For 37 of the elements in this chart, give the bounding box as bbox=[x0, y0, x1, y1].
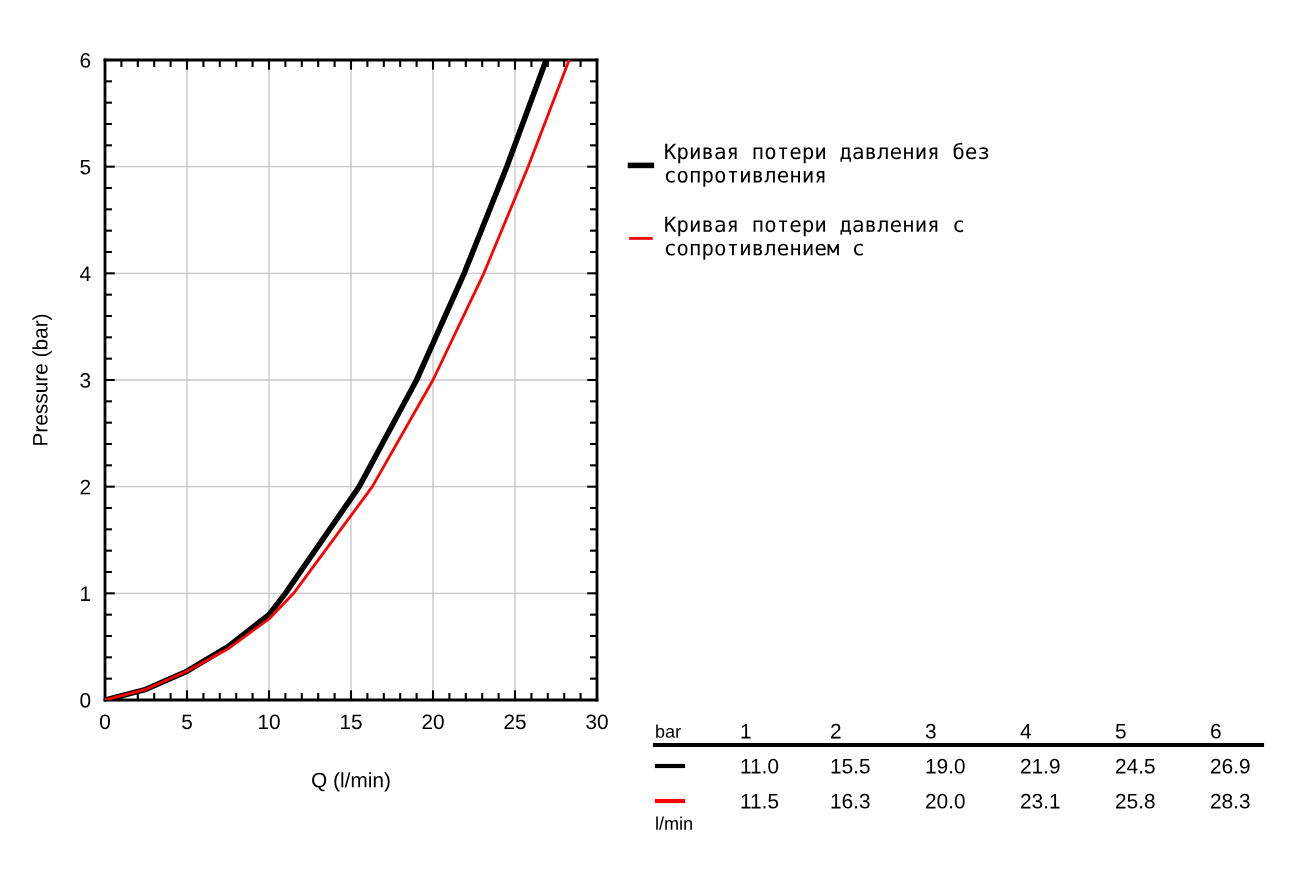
text: 16.3 bbox=[831, 793, 870, 809]
x-axis-title: Q (l/min) bbox=[312, 772, 390, 792]
text: 11.0 bbox=[741, 758, 779, 774]
y-tick-label: 0 bbox=[80, 693, 91, 708]
x-tick-label: 0 bbox=[100, 714, 110, 730]
text: 21.9 bbox=[1021, 758, 1060, 774]
y-tick-label: 2 bbox=[80, 479, 91, 495]
text: 19.0 bbox=[926, 758, 965, 774]
y-tick-label: 6 bbox=[80, 53, 91, 68]
text: 24.5 bbox=[1116, 758, 1155, 774]
x-tick-label: 5 bbox=[182, 714, 192, 730]
text: 11.5 bbox=[741, 794, 779, 809]
text: 28.3 bbox=[1211, 793, 1250, 809]
legend-label: Кривая потери давления без сопротивления bbox=[665, 142, 989, 187]
x-tick-label: 25 bbox=[504, 714, 526, 730]
text: 6 bbox=[1211, 723, 1221, 739]
y-tick-label: 5 bbox=[80, 159, 91, 175]
text: 1 bbox=[741, 724, 751, 739]
text: l/min bbox=[656, 816, 692, 830]
text: 3 bbox=[925, 723, 936, 739]
text: 4 bbox=[1020, 724, 1031, 739]
text: 23.1 bbox=[1021, 793, 1060, 809]
x-tick-label: 10 bbox=[259, 714, 280, 730]
y-tick-label: 4 bbox=[80, 266, 91, 281]
text: 26.9 bbox=[1211, 758, 1250, 774]
y-tick-label: 1 bbox=[81, 586, 91, 601]
text: 2 bbox=[831, 723, 841, 739]
legend-label: Кривая потери давления с сопротивлением с bbox=[665, 216, 964, 260]
text: 15.5 bbox=[831, 759, 870, 774]
x-tick-label: 20 bbox=[422, 714, 444, 730]
y-axis-title: Pressure (bar) bbox=[32, 314, 52, 445]
y-tick-label: 3 bbox=[80, 373, 91, 388]
text: bar bbox=[656, 724, 681, 738]
x-tick-label: 15 bbox=[341, 714, 362, 730]
x-tick-label: 30 bbox=[586, 714, 608, 730]
text: 20.0 bbox=[926, 793, 965, 809]
text: 25.8 bbox=[1116, 793, 1155, 809]
